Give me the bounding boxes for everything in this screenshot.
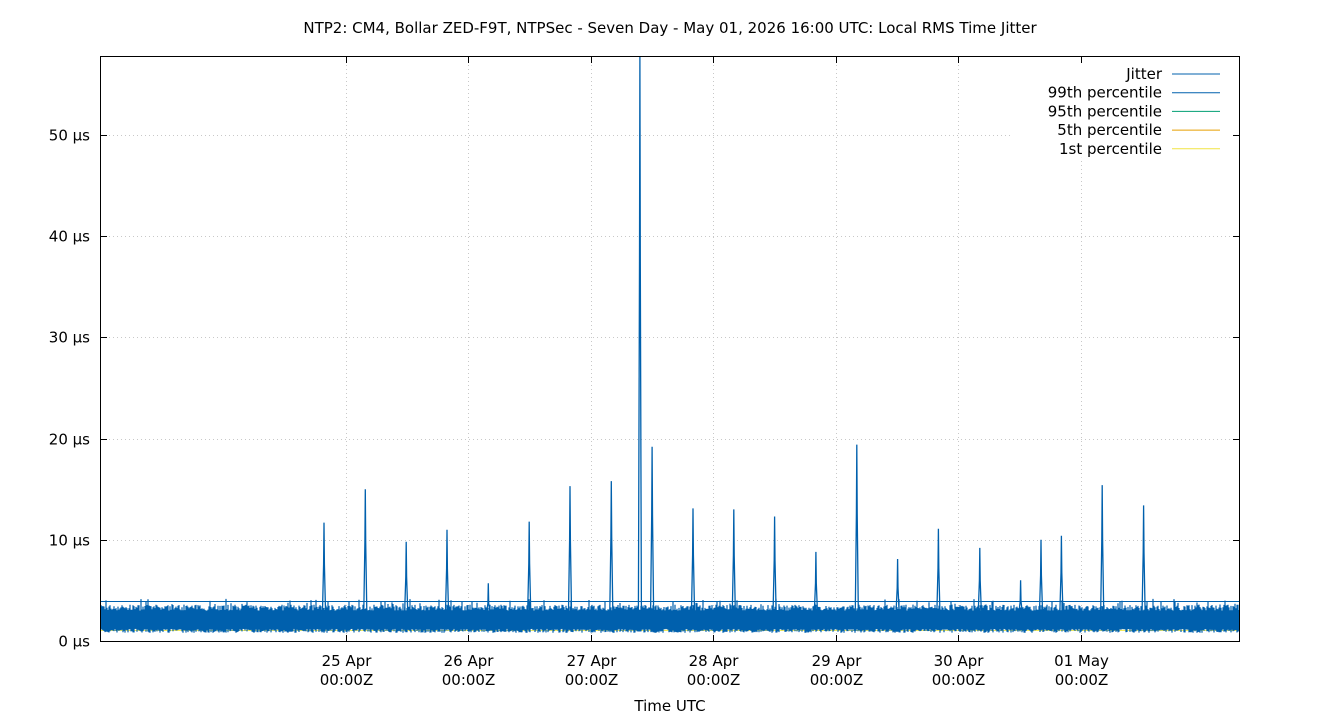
jitter-spike [609, 481, 614, 611]
jitter-spike [1059, 535, 1064, 611]
jitter-spike [363, 489, 368, 611]
legend-label: Jitter [1125, 65, 1163, 83]
jitter-spike [649, 446, 655, 611]
jitter-band [100, 598, 1240, 633]
jitter-spike [1141, 505, 1146, 611]
y-tick-label: 0 µs [58, 633, 90, 651]
y-tick-label: 30 µs [49, 329, 90, 347]
jitter-spike [977, 547, 982, 611]
jitter-spike [936, 528, 941, 611]
jitter-spike [854, 444, 859, 611]
y-tick-label: 20 µs [49, 431, 90, 449]
jitter-spike [1018, 580, 1023, 611]
x-tick-label: 00:00Z [320, 671, 374, 689]
x-tick-label: 28 Apr [689, 652, 740, 670]
plot-border [100, 56, 1240, 642]
jitter-spike [637, 56, 643, 611]
grid-layer [101, 57, 1239, 641]
x-tick-label: 00:00Z [565, 671, 619, 689]
jitter-spike [1038, 539, 1044, 611]
jitter-spike [486, 583, 491, 611]
x-tick-label: 26 Apr [444, 652, 495, 670]
x-tick-label: 30 Apr [934, 652, 985, 670]
jitter-spike [813, 551, 819, 611]
jitter-spike [321, 522, 327, 611]
jitter-spike [404, 541, 409, 611]
x-tick-label: 00:00Z [1055, 671, 1109, 689]
legend-label: 95th percentile [1048, 102, 1162, 120]
chart-title: NTP2: CM4, Bollar ZED-F9T, NTPSec - Seve… [303, 19, 1037, 37]
jitter-spike [567, 486, 573, 611]
jitter-spike [895, 558, 900, 611]
legend-label: 5th percentile [1057, 121, 1162, 139]
y-tick-label: 50 µs [49, 127, 90, 145]
x-axis-label: Time UTC [634, 697, 706, 715]
x-tick-label: 00:00Z [442, 671, 496, 689]
x-tick-label: 27 Apr [567, 652, 618, 670]
x-tick-label: 25 Apr [322, 652, 373, 670]
jitter-spike [690, 508, 696, 611]
y-tick-label: 40 µs [49, 228, 90, 246]
jitter-spike [1100, 485, 1105, 611]
legend-bg [1012, 64, 1230, 83]
legend-bg [1012, 82, 1230, 102]
y-tick-label: 10 µs [49, 532, 90, 550]
jitter-spike [772, 516, 777, 611]
x-tick-label: 00:00Z [810, 671, 864, 689]
x-tick-label: 00:00Z [687, 671, 741, 689]
x-tick-label: 00:00Z [932, 671, 986, 689]
legend-label: 99th percentile [1048, 84, 1162, 102]
x-tick-label: 01 May [1054, 652, 1109, 670]
jitter-spike [444, 529, 450, 611]
jitter-spike [731, 509, 736, 611]
legend-bg [1012, 101, 1230, 121]
legend-bg [1012, 138, 1230, 158]
legend-label: 1st percentile [1059, 140, 1162, 158]
x-tick-label: 29 Apr [812, 652, 863, 670]
jitter-spike [527, 521, 532, 611]
legend-bg [1012, 120, 1230, 140]
